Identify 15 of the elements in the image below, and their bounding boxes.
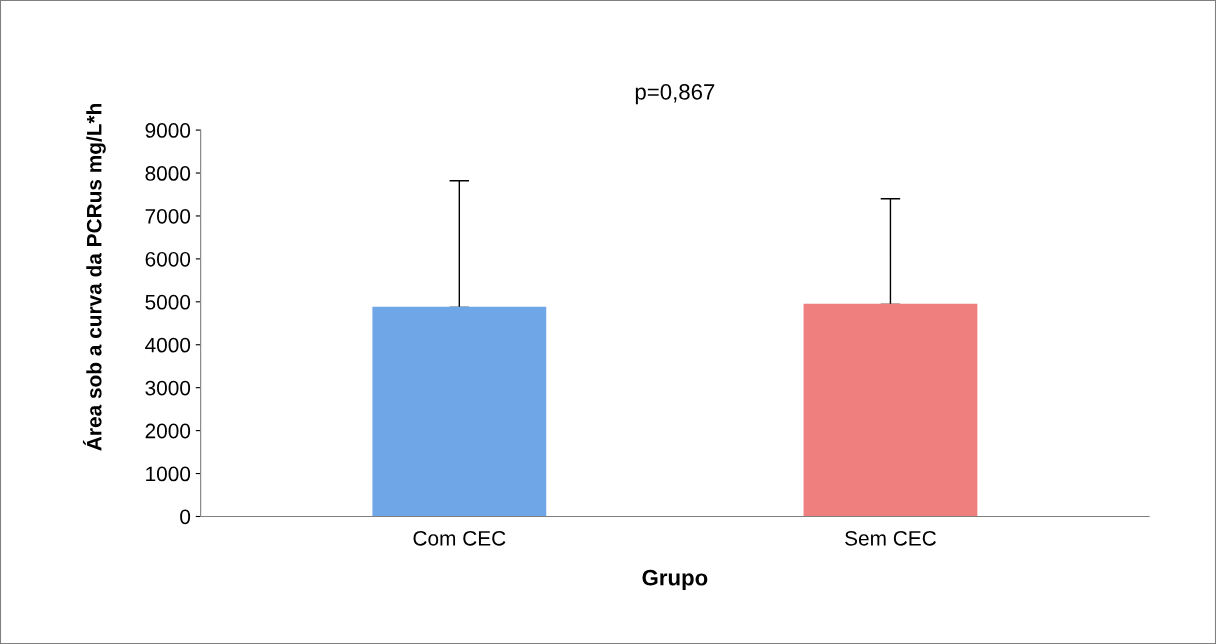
y-tick-label: 9000 — [145, 123, 191, 138]
y-tick-label: 5000 — [145, 294, 191, 310]
y-tick-label: 1000 — [146, 466, 191, 482]
y-tick-label: 0 — [180, 509, 191, 525]
y-tick-label: 2000 — [145, 423, 191, 439]
x-tick-label: Com CEC — [413, 530, 506, 546]
y-tick-label: 6000 — [145, 251, 191, 267]
y-tick-label: 4000 — [145, 337, 191, 353]
y-tick-label: 3000 — [145, 380, 191, 396]
y-tick-label: 8000 — [145, 166, 191, 181]
y-axis-title: Área sob a curva da PCRus mg/L*h — [82, 103, 106, 451]
chart-title: p=0,867 — [635, 84, 715, 105]
x-axis-title: Grupo — [642, 569, 708, 590]
y-tick-label: 7000 — [145, 208, 191, 224]
x-tick-label: Sem CEC — [845, 530, 936, 546]
